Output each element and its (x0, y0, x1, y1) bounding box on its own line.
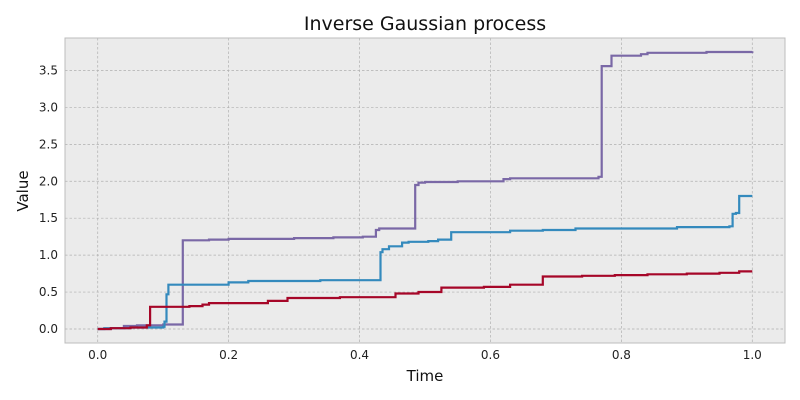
chart-title: Inverse Gaussian process (304, 13, 546, 35)
x-tick-label: 0.0 (88, 348, 107, 362)
y-tick-label: 3.0 (39, 100, 58, 114)
y-tick-label: 3.5 (39, 63, 58, 77)
x-axis-label: Time (406, 367, 444, 385)
series-line-1 (97, 50, 754, 331)
y-tick-label: 0.0 (39, 322, 58, 336)
series-line-2 (97, 194, 753, 331)
plot-background (65, 38, 785, 343)
y-tick-labels: 0.0 0.5 1.0 1.5 2.0 2.5 3.0 3.5 (39, 63, 58, 335)
x-tick-label: 0.2 (219, 348, 238, 362)
grid (65, 38, 785, 343)
x-tick-labels: 0.0 0.2 0.4 0.6 0.8 1.0 (88, 348, 762, 362)
y-tick-label: 2.5 (39, 137, 58, 151)
y-tick-label: 1.5 (39, 211, 58, 225)
series-group (97, 50, 754, 331)
y-tick-label: 2.0 (39, 174, 58, 188)
series-line-3 (97, 270, 753, 331)
y-axis-label: Value (14, 170, 32, 211)
y-tick-label: 0.5 (39, 285, 58, 299)
y-tick-label: 1.0 (39, 248, 58, 262)
x-tick-label: 0.4 (350, 348, 369, 362)
x-tick-label: 0.8 (612, 348, 631, 362)
x-tick-label: 1.0 (743, 348, 762, 362)
plot-frame (64, 37, 786, 344)
x-tick-label: 0.6 (481, 348, 500, 362)
